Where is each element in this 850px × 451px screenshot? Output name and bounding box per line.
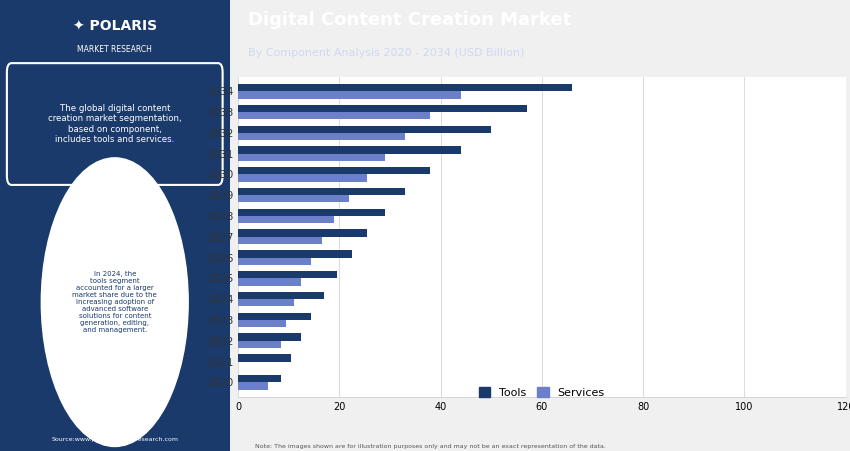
Text: By Component Analysis 2020 - 2034 (USD Billion): By Component Analysis 2020 - 2034 (USD B… [248,48,524,58]
Bar [238,167,430,175]
Bar [238,175,367,182]
Bar [238,105,527,112]
Text: Note: The images shown are for illustration purposes only and may not be an exac: Note: The images shown are for illustrat… [255,444,606,449]
Bar [238,216,334,223]
Bar [238,195,349,202]
Bar [238,84,572,91]
Bar [238,237,321,244]
Text: The global digital content
creation market segmentation,
based on component,
inc: The global digital content creation mark… [48,104,182,144]
Bar [238,278,301,285]
Bar [238,188,405,195]
Text: Source:www.polarismarketresearch.com: Source:www.polarismarketresearch.com [51,437,178,442]
Bar [238,125,491,133]
Bar [238,320,286,327]
Bar [238,299,294,306]
Bar [238,382,269,390]
Bar [238,133,405,140]
Bar [238,341,281,348]
FancyBboxPatch shape [7,63,223,185]
Bar [238,91,461,98]
Bar [238,354,292,362]
Legend: Tools, Services: Tools, Services [474,382,609,402]
Bar [238,112,430,120]
Bar [238,375,281,382]
Text: In 2024, the
tools segment
accounted for a larger
market share due to the
increa: In 2024, the tools segment accounted for… [72,271,157,333]
Bar [238,271,337,278]
Bar [238,333,301,341]
Text: Digital Content Creation Market: Digital Content Creation Market [248,11,571,29]
Text: MARKET RESEARCH: MARKET RESEARCH [77,45,152,54]
Bar [238,258,311,265]
Bar [238,230,367,237]
Bar [238,250,352,258]
Text: ✦ POLARIS: ✦ POLARIS [73,20,156,34]
Bar [238,292,324,299]
Bar [238,154,385,161]
Bar [238,313,311,320]
Bar [238,146,461,154]
Circle shape [42,158,188,446]
Bar [238,209,385,216]
